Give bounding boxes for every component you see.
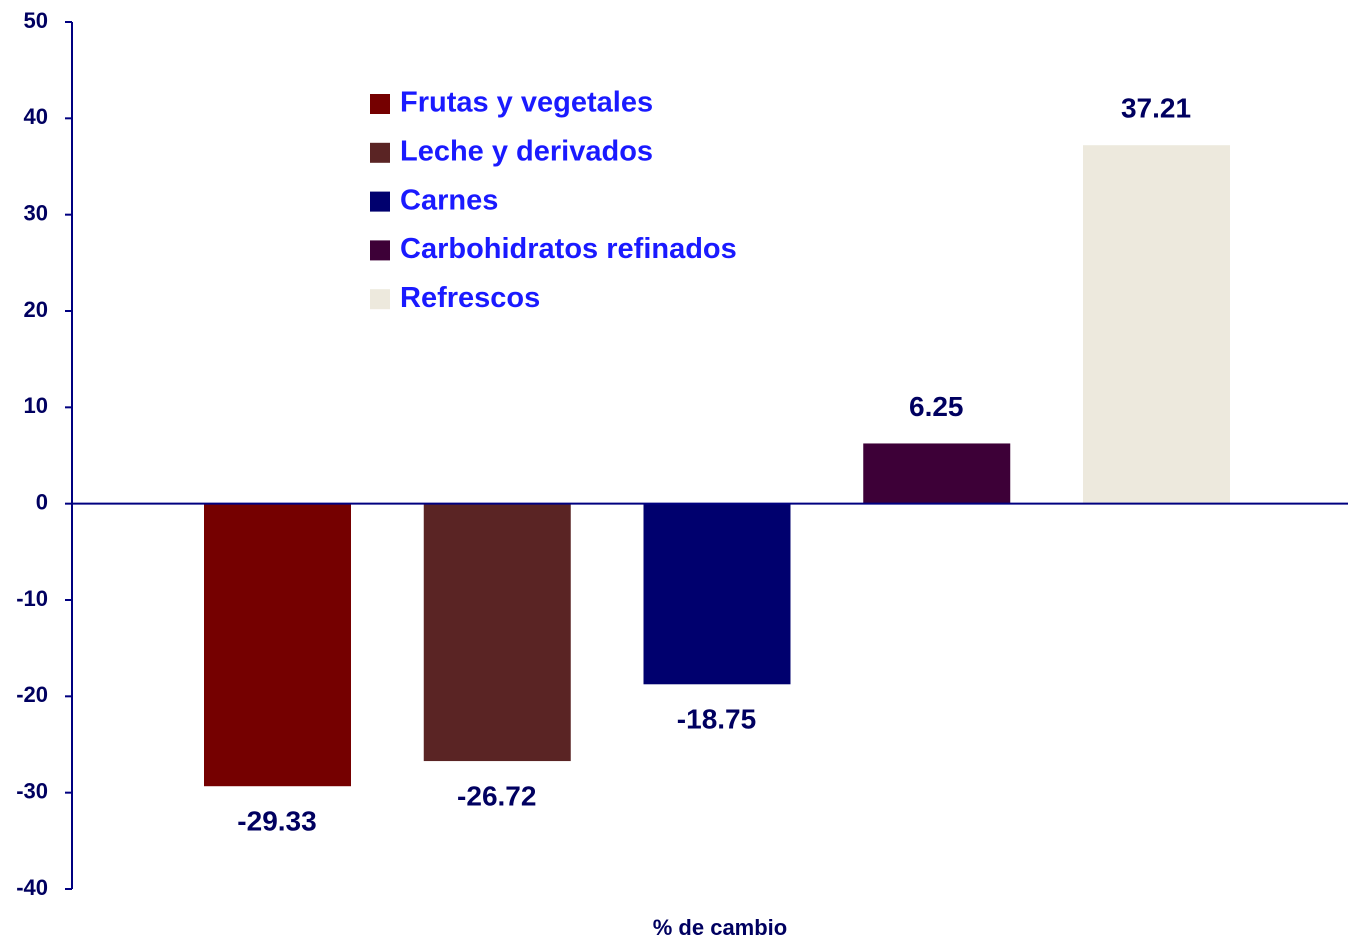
legend-label: Refrescos	[400, 282, 540, 314]
legend-label: Frutas y vegetales	[400, 87, 653, 119]
bar	[643, 503, 791, 685]
y-tick-label: -20	[16, 682, 48, 707]
bar	[423, 503, 571, 762]
y-tick-label: 10	[24, 393, 48, 418]
legend-swatch	[370, 94, 390, 114]
y-tick-label: -40	[16, 875, 48, 900]
y-tick-label: 30	[24, 200, 48, 225]
value-label: -18.75	[677, 704, 756, 735]
value-label: 37.21	[1121, 93, 1191, 124]
legend-label: Leche y derivados	[400, 135, 653, 167]
y-tick-label: 50	[24, 8, 48, 33]
value-label: -26.72	[457, 780, 536, 811]
legend-swatch	[370, 289, 390, 310]
legend-swatch	[370, 240, 390, 261]
x-axis-label: % de cambio	[653, 915, 787, 939]
y-tick-label: -30	[16, 778, 48, 803]
legend-label: Carbohidratos refinados	[400, 233, 737, 265]
y-tick-label: 20	[24, 297, 48, 322]
legend-label: Carnes	[400, 184, 498, 216]
y-tick-label: 0	[36, 489, 48, 514]
legend-swatch	[370, 191, 390, 212]
bar	[204, 503, 351, 787]
y-tick-label: -10	[16, 586, 48, 611]
bar	[863, 443, 1011, 504]
value-label: 6.25	[909, 391, 964, 422]
bar	[1083, 145, 1230, 504]
legend-swatch	[370, 142, 390, 163]
y-tick-label: 40	[24, 104, 48, 129]
value-label: -29.33	[237, 806, 316, 837]
